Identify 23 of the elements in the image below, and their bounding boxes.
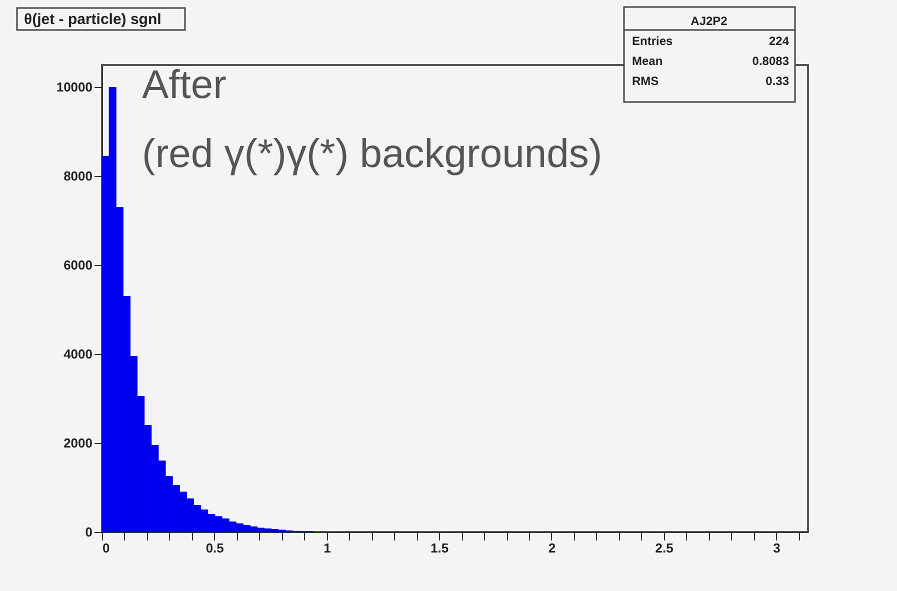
annotation: RMS bbox=[632, 74, 659, 88]
text: Entries bbox=[632, 34, 674, 48]
annotation: Mean bbox=[632, 54, 663, 68]
x-tick-label: 0.5 bbox=[206, 540, 224, 556]
y-tick-label: 10000 bbox=[56, 80, 92, 95]
y-tick-label: 4000 bbox=[64, 346, 92, 362]
x-tick-label: 2.5 bbox=[655, 540, 674, 556]
y-tick-label: 6000 bbox=[64, 258, 92, 273]
annotation: (red γ(*)γ(*) backgrounds) bbox=[142, 132, 602, 176]
x-tick-label: 1.5 bbox=[430, 540, 449, 556]
y-tick-label: 2000 bbox=[64, 436, 92, 451]
text: AJ2P2 bbox=[690, 14, 728, 28]
y-tick-label: 8000 bbox=[64, 168, 92, 184]
annotation: After bbox=[142, 63, 226, 107]
x-tick-label: 0 bbox=[102, 540, 110, 556]
x-tick-label: 1 bbox=[324, 540, 331, 556]
chart-title: θ(jet - particle) sgnl bbox=[24, 11, 162, 28]
x-tick-label: 2 bbox=[548, 540, 556, 556]
y-tick-label: 0 bbox=[85, 524, 92, 540]
x-tick-label: 3 bbox=[773, 540, 780, 556]
annotation: 0.8083 bbox=[752, 54, 790, 68]
text: 224 bbox=[768, 34, 790, 48]
annotation: 0.33 bbox=[766, 74, 790, 88]
